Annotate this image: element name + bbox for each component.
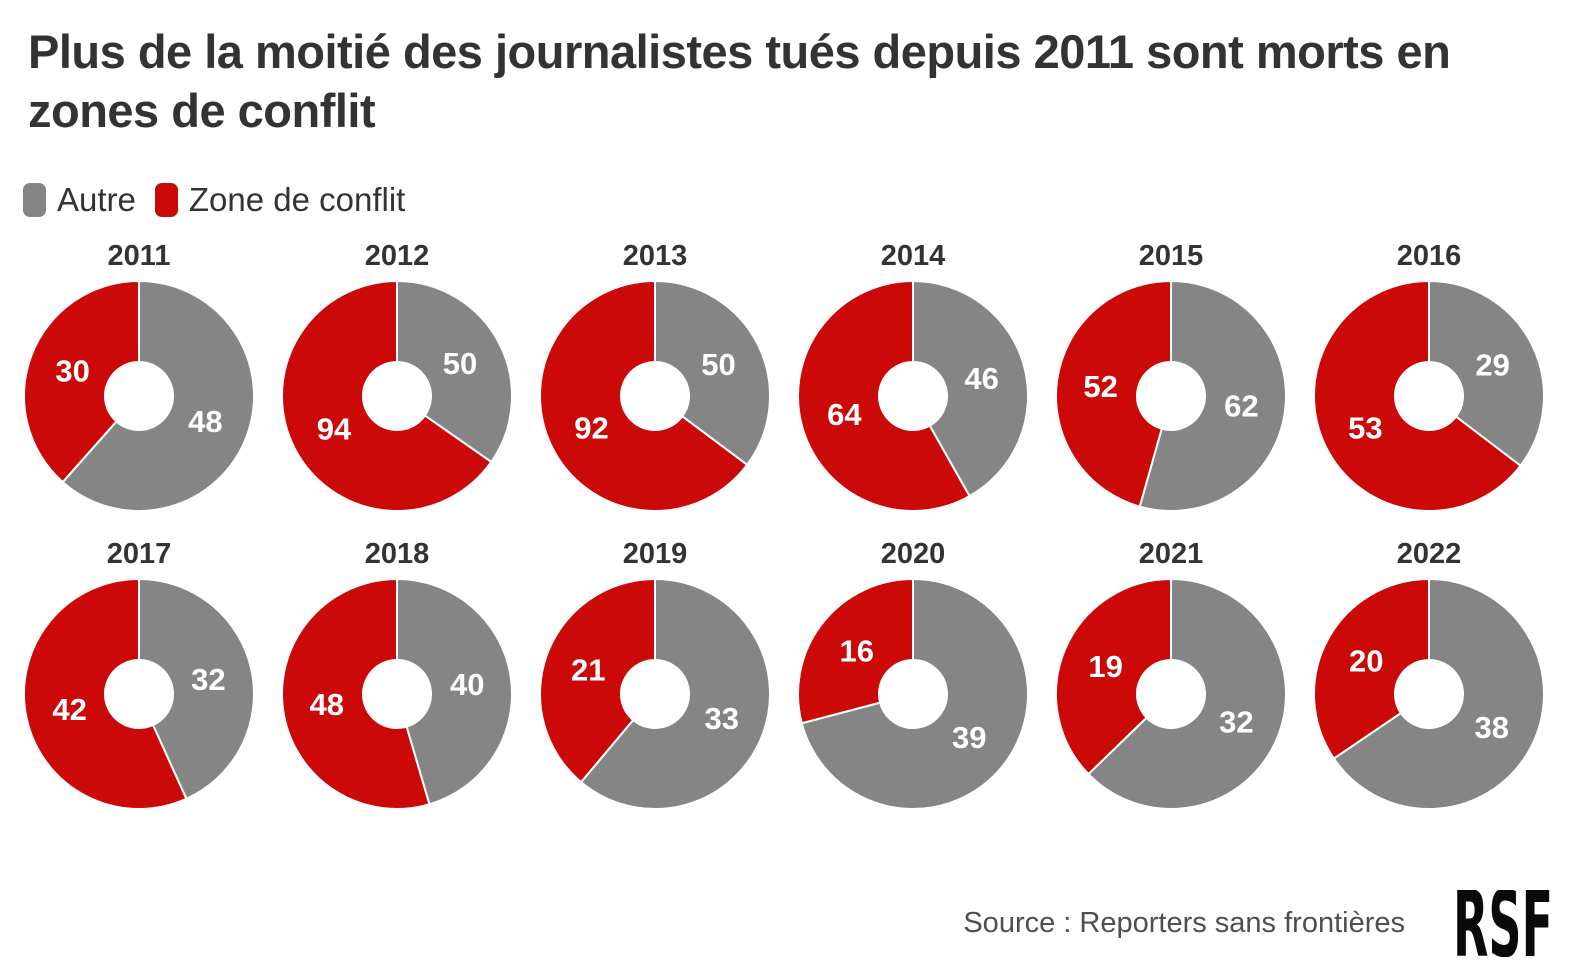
- year-label: 2016: [1396, 240, 1462, 272]
- donut-svg: 32 42: [23, 578, 255, 810]
- donut-svg: 39 16: [797, 578, 1029, 810]
- slice-value-label: 48: [188, 404, 222, 439]
- donut-chart-2017: 2017 32 42: [21, 536, 257, 812]
- slice-value-label: 20: [1349, 644, 1383, 679]
- pie-slice-conflit: [539, 578, 656, 784]
- pie-slice-conflit: [1313, 280, 1522, 512]
- donut-svg: 46 64: [797, 280, 1029, 512]
- source-label: Source : Reporters sans frontières: [963, 907, 1405, 939]
- pie-slice-autre: [61, 280, 255, 512]
- donut-chart-2013: 2013 50 92: [537, 238, 773, 514]
- year-label: 2013: [622, 240, 688, 272]
- donut-chart-2019: 2019 33 21: [537, 536, 773, 812]
- donut-svg: 50 92: [539, 280, 771, 512]
- donut-svg: 40 48: [281, 578, 513, 810]
- slice-value-label: 21: [571, 653, 605, 688]
- year-label: 2021: [1138, 538, 1204, 570]
- slice-value-label: 92: [574, 411, 608, 446]
- slice-value-label: 62: [1224, 389, 1258, 424]
- pie-slice-autre: [396, 280, 513, 463]
- legend-swatch-autre-icon: [23, 183, 46, 217]
- year-label: 2011: [107, 240, 171, 272]
- donut-chart-2016: 2016 29 53: [1311, 238, 1547, 514]
- pie-slice-conflit: [797, 280, 971, 512]
- legend-label-conflit: Zone de conflit: [188, 181, 406, 218]
- slice-value-label: 19: [1088, 649, 1122, 684]
- pie-slice-conflit: [281, 578, 431, 810]
- slice-value-label: 53: [1348, 410, 1382, 445]
- donut-svg: 32 19: [1055, 578, 1287, 810]
- year-label: 2020: [880, 538, 946, 570]
- slice-value-label: 33: [704, 701, 738, 736]
- slice-value-label: 50: [443, 346, 477, 381]
- slice-value-label: 38: [1474, 710, 1508, 745]
- year-label: 2017: [106, 538, 172, 570]
- donut-chart-2021: 2021 32 19: [1053, 536, 1289, 812]
- pie-slice-autre: [1428, 280, 1545, 467]
- legend-label-autre: Autre: [57, 181, 136, 218]
- year-label: 2012: [364, 240, 430, 272]
- donut-grid: 2011 48 30 2012 50 94 2013 50 92 2014 46 64 2015 62 52…: [21, 238, 1547, 812]
- donut-chart-2011: 2011 48 30: [21, 238, 257, 514]
- slice-value-label: 16: [840, 633, 874, 668]
- donut-chart-2022: 2022 38 20: [1311, 536, 1547, 812]
- pie-slice-autre: [396, 578, 513, 806]
- pie-slice-conflit: [539, 280, 749, 512]
- pie-slice-autre: [1332, 578, 1545, 810]
- pie-slice-autre: [1087, 578, 1287, 810]
- chart-legend: Autre Zone de conflit: [23, 181, 405, 219]
- legend-item-autre: Autre: [23, 181, 136, 219]
- year-label: 2015: [1138, 240, 1204, 272]
- year-label: 2022: [1396, 538, 1462, 570]
- pie-slice-autre: [580, 578, 771, 810]
- donut-svg: 48 30: [23, 280, 255, 512]
- donut-chart-2012: 2012 50 94: [279, 238, 515, 514]
- pie-slice-conflit: [797, 578, 914, 725]
- pie-slice-conflit: [23, 578, 188, 810]
- slice-value-label: 39: [952, 720, 986, 755]
- source-row: Source : Reporters sans frontières RSF: [963, 890, 1553, 957]
- slice-value-label: 32: [1219, 705, 1253, 740]
- donut-chart-2020: 2020 39 16: [795, 536, 1031, 812]
- rsf-logo-text: RSF: [1453, 890, 1553, 957]
- year-label: 2018: [364, 538, 430, 570]
- pie-slice-autre: [138, 578, 255, 800]
- donut-chart-2015: 2015 62 52: [1053, 238, 1289, 514]
- slice-value-label: 50: [701, 347, 735, 382]
- donut-svg: 33 21: [539, 578, 771, 810]
- rsf-logo: RSF: [1453, 890, 1553, 957]
- pie-slice-autre: [912, 280, 1029, 498]
- donut-chart-2014: 2014 46 64: [795, 238, 1031, 514]
- year-label: 2019: [622, 538, 688, 570]
- pie-slice-conflit: [1055, 280, 1172, 508]
- legend-swatch-conflit-icon: [154, 183, 178, 217]
- pie-slice-conflit: [1055, 578, 1172, 776]
- slice-value-label: 94: [317, 412, 352, 447]
- slice-value-label: 30: [55, 354, 89, 389]
- donut-svg: 50 94: [281, 280, 513, 512]
- slice-value-label: 40: [450, 667, 484, 702]
- donut-svg: 38 20: [1313, 578, 1545, 810]
- slice-value-label: 29: [1475, 347, 1509, 382]
- slice-value-label: 48: [309, 687, 343, 722]
- year-label: 2014: [880, 240, 946, 272]
- pie-slice-autre: [654, 280, 771, 466]
- legend-item-conflit: Zone de conflit: [154, 181, 406, 219]
- slice-value-label: 64: [827, 397, 862, 432]
- donut-svg: 62 52: [1055, 280, 1287, 512]
- pie-slice-autre: [1138, 280, 1287, 512]
- donut-svg: 29 53: [1313, 280, 1545, 512]
- slice-value-label: 52: [1083, 369, 1117, 404]
- slice-value-label: 32: [191, 662, 225, 697]
- slice-value-label: 42: [52, 692, 86, 727]
- pie-slice-conflit: [23, 280, 140, 484]
- donut-chart-2018: 2018 40 48: [279, 536, 515, 812]
- pie-slice-autre: [800, 578, 1029, 810]
- pie-slice-conflit: [281, 280, 493, 512]
- slice-value-label: 46: [964, 361, 998, 396]
- pie-slice-conflit: [1313, 578, 1430, 760]
- page-title: Plus de la moitié des journalistes tués …: [28, 25, 1451, 138]
